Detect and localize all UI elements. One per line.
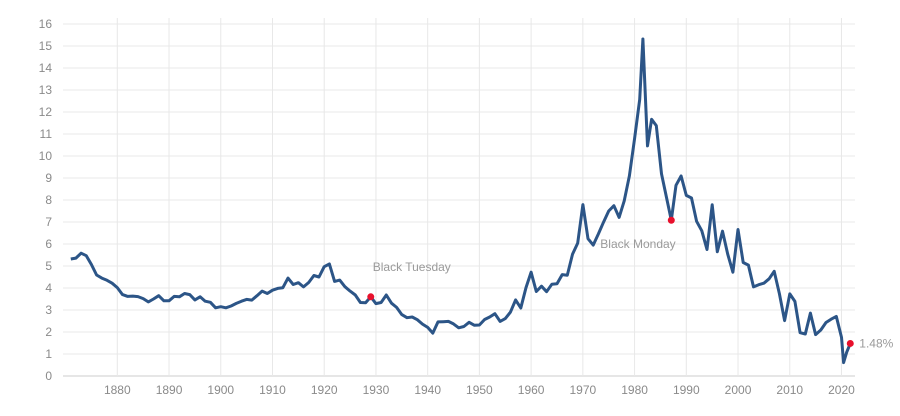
x-tick-label: 1880 — [104, 383, 131, 397]
x-tick-label: 1900 — [207, 383, 234, 397]
y-tick-label: 1 — [45, 347, 52, 361]
x-tick-label: 1980 — [621, 383, 648, 397]
annotation-label: Black Monday — [600, 237, 675, 251]
y-tick-label: 9 — [45, 171, 52, 185]
x-tick-label: 2020 — [828, 383, 855, 397]
y-tick-label: 6 — [45, 237, 52, 251]
x-tick-label: 2000 — [725, 383, 752, 397]
annotations: Black Tuesday Black Monday 1.48% — [367, 216, 894, 350]
x-tick-label: 1970 — [569, 383, 596, 397]
annotation-marker — [667, 216, 675, 224]
y-tick-label: 13 — [39, 83, 53, 97]
y-tick-label: 0 — [45, 369, 52, 383]
y-tick-label: 15 — [39, 39, 53, 53]
grid — [63, 18, 855, 377]
y-tick-label: 2 — [45, 325, 52, 339]
annotation-marker — [846, 339, 854, 347]
x-tick-label: 1920 — [311, 383, 338, 397]
annotation-label: Black Tuesday — [373, 260, 451, 274]
x-tick-label: 1890 — [156, 383, 183, 397]
y-tick-label: 3 — [45, 303, 52, 317]
y-tick-label: 8 — [45, 193, 52, 207]
x-axis: 1880 1890 1900 1910 1920 1930 1940 1950 1960 1970… — [104, 383, 855, 397]
y-tick-label: 11 — [40, 127, 53, 141]
x-tick-label: 1910 — [259, 383, 286, 397]
x-tick-label: 2010 — [776, 383, 803, 397]
y-tick-label: 7 — [45, 215, 52, 229]
y-tick-label: 16 — [39, 17, 53, 31]
annotation-label: 1.48% — [859, 336, 893, 350]
series-line — [70, 37, 852, 365]
y-tick-label: 14 — [39, 61, 53, 75]
x-tick-label: 1950 — [466, 383, 493, 397]
x-tick-label: 1930 — [363, 383, 390, 397]
annotation-marker — [367, 293, 375, 301]
x-tick-label: 1990 — [673, 383, 700, 397]
x-tick-label: 1960 — [518, 383, 545, 397]
y-tick-label: 5 — [45, 259, 52, 273]
x-tick-label: 1940 — [414, 383, 441, 397]
y-tick-label: 12 — [39, 105, 53, 119]
y-tick-label: 4 — [45, 281, 52, 295]
y-tick-label: 10 — [39, 149, 53, 163]
